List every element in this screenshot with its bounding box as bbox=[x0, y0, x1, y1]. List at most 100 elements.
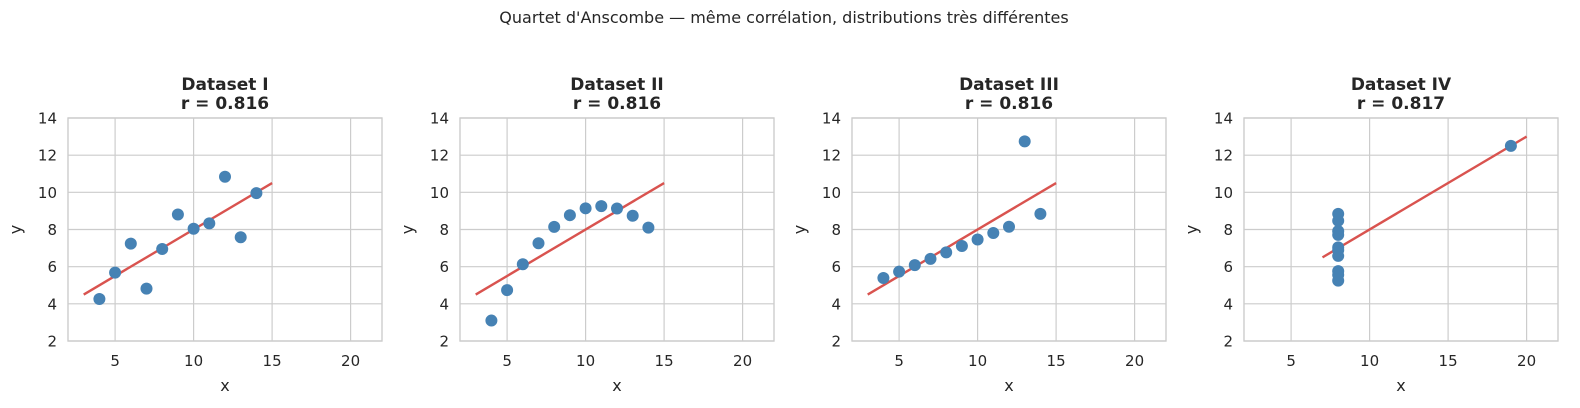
y-tick-label: 14 bbox=[1214, 110, 1233, 128]
data-point bbox=[250, 187, 263, 200]
x-axis-label: x bbox=[612, 376, 621, 395]
data-point bbox=[234, 231, 247, 244]
data-point bbox=[611, 202, 623, 215]
data-point bbox=[516, 258, 529, 271]
x-tick-label: 15 bbox=[655, 352, 674, 370]
panel-2: Dataset IIr = 0.816 5 10 15 20 2 4 6 8 10 12 14 x y bbox=[398, 75, 775, 395]
data-point bbox=[1504, 139, 1517, 152]
panel-1: Dataset Ir = 0.816 5 10 15 20 2 4 6 8 10 12 14 x y bbox=[6, 75, 383, 395]
y-tick-label: 4 bbox=[47, 295, 57, 313]
data-point bbox=[893, 265, 906, 278]
x-tick-label: 15 bbox=[1439, 352, 1458, 370]
panel-correlation: r = 0.816 bbox=[181, 94, 269, 114]
regression-line bbox=[867, 182, 1057, 296]
data-point bbox=[187, 222, 200, 235]
x-axis-label: x bbox=[1004, 376, 1013, 395]
plot-frame bbox=[1243, 117, 1559, 342]
y-tick-label: 14 bbox=[822, 110, 841, 128]
y-tick-label: 2 bbox=[47, 333, 57, 351]
data-point bbox=[532, 237, 545, 250]
y-tick-label: 2 bbox=[439, 333, 449, 351]
x-tick-label: 5 bbox=[502, 352, 512, 370]
data-point bbox=[642, 221, 655, 234]
data-point bbox=[908, 259, 921, 272]
data-point bbox=[140, 282, 153, 295]
x-tick-label: 20 bbox=[341, 352, 360, 370]
y-tick-label: 6 bbox=[1223, 258, 1233, 276]
panel-4: Dataset IVr = 0.817 5 10 15 20 2 4 6 8 10 12 14 x y bbox=[1182, 75, 1559, 395]
plot-frame bbox=[67, 117, 383, 342]
data-point bbox=[1332, 244, 1345, 257]
x-tick-label: 20 bbox=[733, 352, 752, 370]
y-tick-label: 12 bbox=[430, 147, 449, 165]
data-point bbox=[877, 272, 890, 285]
x-tick-label: 5 bbox=[110, 352, 120, 370]
y-tick-label: 4 bbox=[831, 295, 841, 313]
panel-title: Dataset III bbox=[959, 75, 1059, 95]
panel-correlation: r = 0.816 bbox=[965, 94, 1053, 114]
panel-title: Dataset II bbox=[570, 75, 664, 95]
y-tick-label: 10 bbox=[430, 184, 449, 202]
data-point bbox=[595, 200, 608, 213]
x-tick-label: 10 bbox=[184, 352, 203, 370]
y-axis-label: y bbox=[398, 225, 417, 234]
data-point bbox=[109, 266, 122, 279]
data-point bbox=[124, 237, 137, 250]
y-tick-label: 6 bbox=[831, 258, 841, 276]
y-tick-label: 10 bbox=[822, 184, 841, 202]
y-tick-label: 10 bbox=[38, 184, 57, 202]
y-tick-label: 2 bbox=[831, 333, 841, 351]
y-tick-label: 12 bbox=[822, 147, 841, 165]
data-point bbox=[626, 209, 639, 222]
y-axis-label: y bbox=[1182, 225, 1201, 234]
x-axis-label: x bbox=[220, 376, 229, 395]
y-tick-label: 2 bbox=[1223, 333, 1233, 351]
y-axis-label: y bbox=[6, 225, 25, 234]
y-tick-label: 8 bbox=[47, 221, 57, 239]
data-point bbox=[1018, 135, 1031, 148]
panel-correlation: r = 0.816 bbox=[573, 94, 661, 114]
x-tick-label: 10 bbox=[576, 352, 595, 370]
x-tick-label: 10 bbox=[968, 352, 987, 370]
data-point bbox=[924, 252, 937, 265]
x-tick-label: 5 bbox=[894, 352, 904, 370]
y-tick-label: 4 bbox=[439, 295, 449, 313]
data-point bbox=[987, 227, 1000, 240]
y-tick-label: 4 bbox=[1223, 295, 1233, 313]
plot-frame bbox=[851, 117, 1167, 342]
x-axis-label: x bbox=[1396, 376, 1405, 395]
y-tick-label: 8 bbox=[831, 221, 841, 239]
panel-title: Dataset I bbox=[181, 75, 268, 95]
data-point bbox=[1332, 225, 1345, 238]
panel-correlation: r = 0.817 bbox=[1357, 94, 1445, 114]
y-tick-label: 14 bbox=[38, 110, 57, 128]
y-tick-label: 6 bbox=[47, 258, 57, 276]
figure-title: Quartet d'Anscombe — même corrélation, d… bbox=[499, 8, 1068, 27]
y-axis-label: y bbox=[790, 225, 809, 234]
data-point bbox=[955, 240, 968, 253]
data-point bbox=[940, 246, 953, 259]
x-tick-label: 5 bbox=[1286, 352, 1296, 370]
x-tick-label: 20 bbox=[1517, 352, 1536, 370]
regression-line bbox=[1321, 135, 1528, 259]
data-point bbox=[1003, 220, 1015, 233]
y-tick-label: 10 bbox=[1214, 184, 1233, 202]
y-tick-label: 8 bbox=[439, 221, 449, 239]
data-point bbox=[203, 217, 216, 230]
data-point bbox=[563, 209, 576, 222]
data-point bbox=[548, 220, 561, 233]
data-point bbox=[579, 202, 592, 215]
data-point bbox=[1332, 214, 1345, 227]
panel-title: Dataset IV bbox=[1351, 75, 1452, 95]
y-tick-label: 8 bbox=[1223, 221, 1233, 239]
data-point bbox=[1332, 268, 1345, 281]
x-tick-label: 15 bbox=[263, 352, 282, 370]
plot-frame bbox=[459, 117, 775, 342]
y-tick-label: 12 bbox=[38, 147, 57, 165]
data-point bbox=[485, 314, 498, 327]
y-tick-label: 6 bbox=[439, 258, 449, 276]
data-point bbox=[171, 208, 184, 221]
